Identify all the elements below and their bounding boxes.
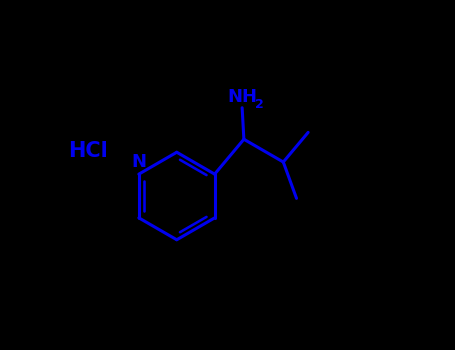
Text: HCl: HCl (68, 140, 107, 161)
Text: N: N (131, 153, 147, 172)
Text: 2: 2 (255, 98, 264, 111)
Text: NH: NH (227, 88, 257, 106)
